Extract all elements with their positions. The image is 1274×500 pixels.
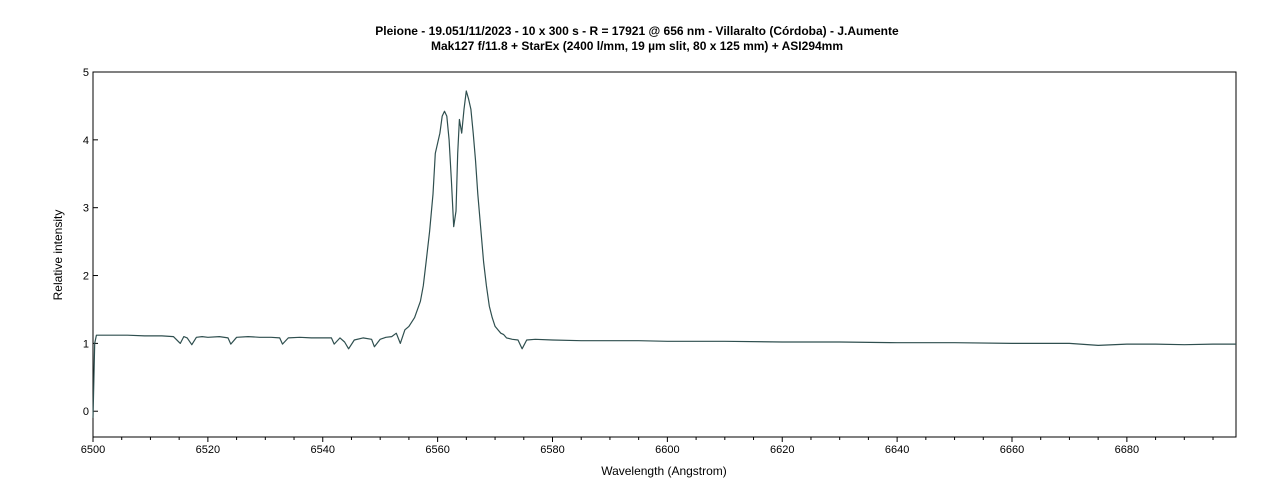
x-tick-label: 6620 [770, 444, 794, 456]
x-tick-label: 6600 [655, 444, 679, 456]
spectrum-line [92, 90, 1236, 419]
x-tick-label: 6540 [311, 444, 335, 456]
chart-title: Pleione - 19.051/11/2023 - 10 x 300 s - … [375, 24, 899, 38]
y-tick-label: 0 [83, 406, 89, 418]
x-axis-label: Wavelength (Angstrom) [601, 464, 727, 478]
x-tick-label: 6580 [540, 444, 564, 456]
y-tick-label: 4 [83, 135, 89, 147]
y-tick-label: 5 [83, 67, 89, 79]
chart-subtitle: Mak127 f/11.8 + StarEx (2400 l/mm, 19 µm… [430, 39, 844, 53]
x-tick-label: 6660 [1000, 444, 1024, 456]
x-tick-label: 6680 [1115, 444, 1139, 456]
plot-frame [92, 71, 1237, 438]
x-tick-label: 6560 [425, 444, 449, 456]
x-tick-label: 6640 [885, 444, 909, 456]
x-tick-label: 6520 [196, 444, 220, 456]
x-axis-ticks: 6500 6520 6540 6560 6580 6600 6620 6640 6660 6680 [81, 437, 1214, 456]
y-tick-label: 1 [83, 338, 89, 350]
chart-title-block: Pleione - 19.051/11/2023 - 10 x 300 s - … [0, 24, 1274, 54]
y-tick-label: 2 [83, 271, 89, 283]
y-axis-label: Relative intensity [51, 210, 65, 301]
y-axis-ticks: 0 1 2 3 4 5 [83, 67, 98, 418]
y-tick-label: 3 [83, 203, 89, 215]
x-tick-label: 6500 [81, 444, 105, 456]
